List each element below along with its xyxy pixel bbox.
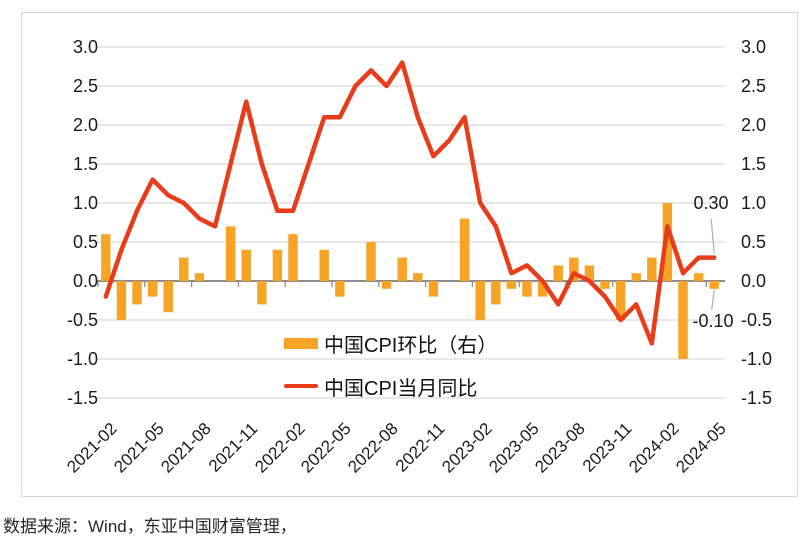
y-axis-label-left: -0.5 (66, 310, 98, 330)
cpi-mom-bar (413, 273, 423, 281)
cpi-mom-bar (709, 281, 719, 289)
y-axis-label-right: -0.5 (741, 310, 773, 330)
y-axis-label-left: 0.0 (72, 271, 98, 291)
cpi-yoy-line (103, 60, 717, 346)
cpi-mom-bar (288, 234, 298, 281)
cpi-mom-bar (491, 281, 501, 305)
chart-card: 中国CPI环比（右） 中国CPI当月同比 0.30 -0.10 3.0 2.5 2.… (21, 12, 798, 497)
cpi-mom-bar (366, 242, 376, 281)
cpi-mom-bar (381, 281, 392, 289)
y-axis-label-left: 2.0 (72, 115, 98, 135)
legend-item-cpi-mom: 中国CPI环比（右） (284, 331, 498, 357)
y-axis-label-right: 0.5 (741, 232, 767, 252)
cpi-mom-bar (522, 281, 532, 297)
y-axis-label-left: 1.5 (72, 154, 98, 174)
cpi-mom-bar (678, 281, 688, 359)
y-axis-label-right: 2.5 (741, 76, 767, 96)
cpi-mom-bar (163, 281, 173, 313)
cpi-mom-bar (506, 281, 517, 289)
y-axis-label-right: -1.0 (741, 349, 773, 369)
y-axis-label-right: 3.0 (741, 37, 767, 57)
cpi-mom-bar (132, 281, 142, 305)
y-axis-label-right: -1.5 (741, 388, 773, 408)
cpi-mom-bar (397, 257, 407, 281)
cpi-mom-bar (600, 281, 610, 289)
cpi-mom-bar (475, 281, 485, 320)
leader-line-bottom (711, 289, 715, 311)
cpi-mom-bar (319, 249, 329, 281)
cpi-mom-bar (241, 249, 251, 281)
y-axis-label-left: 0.5 (72, 232, 98, 252)
leader-line-top (710, 218, 715, 254)
cpi-mom-bar (569, 257, 579, 281)
cpi-mom-bar (116, 281, 127, 320)
annotation-bar-end-value: -0.10 (692, 311, 734, 331)
cpi-mom-bar (615, 281, 626, 320)
legend-label-cpi-mom: 中国CPI环比（右） (324, 334, 498, 357)
cpi-mom-bar (647, 257, 657, 281)
legend: 中国CPI环比（右） 中国CPI当月同比 (284, 331, 497, 417)
annotation-line-end-value: 0.30 (693, 193, 729, 213)
y-axis-label-right: 1.5 (741, 154, 767, 174)
y-axis-label-left: 1.0 (72, 193, 98, 213)
legend-bar-swatch-icon (284, 337, 318, 349)
y-axis-label-left: -1.5 (66, 388, 98, 408)
cpi-mom-bar (631, 273, 641, 281)
cpi-chart-svg (96, 46, 725, 399)
source-note: 数据来源：Wind，东亚中国财富管理， (3, 517, 297, 536)
cpi-mom-bar (225, 226, 236, 281)
y-axis-label-right: 2.0 (741, 115, 767, 135)
y-axis-label-left: 2.5 (72, 76, 98, 96)
y-axis-label-left: -1.0 (66, 349, 98, 369)
cpi-mom-bar (101, 234, 111, 281)
cpi-mom-bar (428, 281, 439, 297)
y-axis-label-right: 1.0 (741, 193, 767, 213)
cpi-mom-bar (179, 257, 189, 281)
cpi-mom-bar (194, 273, 205, 281)
cpi-mom-bar (537, 281, 548, 297)
cpi-mom-bar (584, 265, 595, 281)
y-axis-label-left: 3.0 (72, 37, 98, 57)
cpi-mom-bar (257, 281, 267, 305)
cpi-mom-bar (553, 265, 563, 281)
legend-label-cpi-yoy: 中国CPI当月同比 (324, 377, 478, 400)
legend-item-cpi-yoy: 中国CPI当月同比 (284, 374, 497, 400)
cpi-mom-bar (147, 281, 158, 297)
legend-line-swatch-icon (284, 383, 318, 389)
y-axis-label-right: 0.0 (741, 271, 767, 291)
cpi-mom-bar (272, 249, 283, 281)
cpi-mom-bar (335, 281, 345, 297)
cpi-mom-bar (459, 218, 470, 281)
cpi-mom-bar (693, 273, 704, 281)
